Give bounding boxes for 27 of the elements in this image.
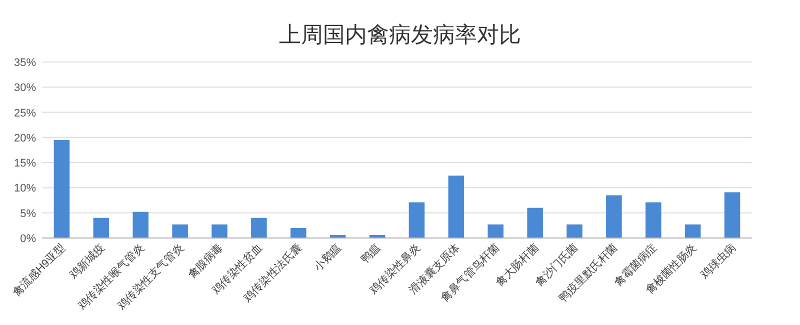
bar <box>448 176 464 238</box>
bar <box>724 192 740 238</box>
bar <box>290 228 306 238</box>
bar <box>566 224 582 238</box>
bar <box>212 224 228 238</box>
chart-title: 上周国内禽病发病率对比 <box>279 22 521 47</box>
x-tick-label: 鸭瘟 <box>358 240 384 266</box>
y-tick-label: 20% <box>14 132 36 144</box>
bar <box>684 224 701 238</box>
bar <box>408 202 425 238</box>
bar <box>132 212 148 238</box>
y-tick-label: 15% <box>14 158 36 170</box>
bar <box>54 140 70 238</box>
y-tick-label: 10% <box>14 182 36 195</box>
bar <box>646 202 662 238</box>
x-tick-label: 鸡球虫病 <box>697 240 738 282</box>
x-tick-label: 小鹅瘟 <box>311 240 344 274</box>
bar <box>488 224 504 238</box>
bar <box>251 218 267 238</box>
y-tick-label: 5% <box>20 208 36 220</box>
bar <box>172 224 188 238</box>
y-tick-label: 30% <box>14 82 36 94</box>
y-tick-label: 35% <box>14 57 36 69</box>
bar <box>93 218 110 238</box>
y-tick-label: 25% <box>14 107 36 120</box>
bar <box>606 195 622 238</box>
bar <box>527 208 543 238</box>
